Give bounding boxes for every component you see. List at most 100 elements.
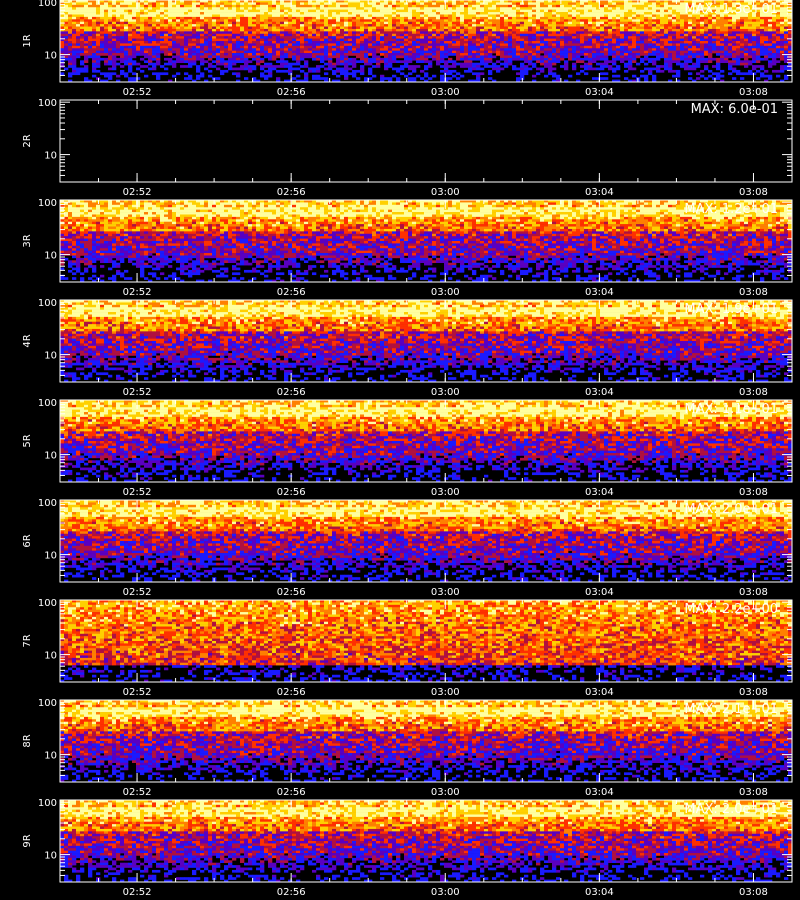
heatmap-cell	[184, 5, 188, 8]
heatmap-cell	[364, 51, 368, 54]
heatmap-cell	[252, 51, 256, 54]
heatmap-cell	[476, 75, 480, 78]
heatmap-cell	[288, 34, 292, 37]
heatmap-cell	[60, 19, 64, 22]
heatmap-cell	[364, 58, 368, 61]
heatmap-cell	[372, 29, 376, 32]
heatmap-cell	[556, 75, 560, 78]
heatmap-cell	[560, 65, 564, 68]
heatmap-cell	[448, 14, 452, 17]
heatmap-cell	[116, 75, 120, 78]
heatmap-cell	[108, 53, 112, 56]
heatmap-cell	[248, 46, 252, 49]
heatmap-cell	[344, 60, 348, 63]
heatmap-cell	[120, 31, 124, 34]
heatmap-cell	[376, 19, 380, 22]
heatmap-cell	[92, 27, 96, 30]
heatmap-cell	[432, 39, 436, 42]
heatmap-cell	[300, 65, 304, 68]
heatmap-cell	[268, 58, 272, 61]
heatmap-cell	[552, 39, 556, 42]
heatmap-cell	[140, 41, 144, 44]
heatmap-cell	[392, 22, 396, 25]
heatmap-cell	[384, 48, 388, 51]
heatmap-cell	[392, 39, 396, 42]
heatmap-cell	[216, 12, 220, 15]
heatmap-cell	[112, 63, 116, 66]
heatmap-cell	[256, 19, 260, 22]
heatmap-cell	[492, 68, 496, 71]
heatmap-cell	[200, 39, 204, 42]
heatmap-cell	[336, 53, 340, 56]
heatmap-cell	[408, 41, 412, 44]
heatmap-cell	[236, 60, 240, 63]
heatmap-cell	[504, 34, 508, 37]
heatmap-cell	[252, 10, 256, 13]
heatmap-cell	[532, 53, 536, 56]
heatmap-cell	[524, 27, 528, 30]
heatmap-cell	[244, 77, 248, 80]
heatmap-cell	[468, 48, 472, 51]
heatmap-cell	[472, 17, 476, 20]
heatmap-cell	[440, 29, 444, 32]
heatmap-cell	[296, 46, 300, 49]
heatmap-cell	[456, 10, 460, 13]
heatmap-cell	[488, 48, 492, 51]
heatmap-cell	[380, 39, 384, 42]
heatmap-cell	[156, 27, 160, 30]
heatmap-cell	[264, 2, 268, 5]
heatmap-cell	[400, 22, 404, 25]
heatmap-cell	[128, 63, 132, 66]
heatmap-cell	[340, 7, 344, 10]
heatmap-cell	[264, 17, 268, 20]
heatmap-cell	[560, 27, 564, 30]
heatmap-cell	[192, 10, 196, 13]
heatmap-cell	[376, 43, 380, 46]
heatmap-cell	[112, 58, 116, 61]
heatmap-cell	[128, 2, 132, 5]
heatmap-cell	[132, 72, 136, 75]
heatmap-cell	[572, 65, 576, 68]
heatmap-cell	[576, 22, 580, 25]
heatmap-cell	[504, 36, 508, 39]
heatmap-cell	[184, 46, 188, 49]
heatmap-cell	[128, 24, 132, 27]
heatmap-cell	[156, 43, 160, 46]
heatmap-cell	[140, 46, 144, 49]
heatmap-cell	[424, 12, 428, 15]
heatmap-cell	[112, 10, 116, 13]
heatmap-cell	[100, 41, 104, 44]
heatmap-cell	[572, 39, 576, 42]
heatmap-cell	[540, 17, 544, 20]
heatmap-cell	[584, 24, 588, 27]
heatmap-cell	[396, 5, 400, 8]
heatmap-cell	[172, 31, 176, 34]
heatmap-cell	[116, 17, 120, 20]
heatmap-cell	[224, 60, 228, 63]
heatmap-cell	[432, 31, 436, 34]
heatmap-cell	[412, 41, 416, 44]
heatmap-cell	[440, 22, 444, 25]
heatmap-cell	[68, 27, 72, 30]
heatmap-cell	[376, 22, 380, 25]
heatmap-cell	[544, 46, 548, 49]
heatmap-cell	[212, 34, 216, 37]
heatmap-cell	[568, 46, 572, 49]
heatmap-cell	[472, 5, 476, 8]
heatmap-cell	[252, 53, 256, 56]
heatmap-cell	[288, 36, 292, 39]
heatmap-cell	[344, 55, 348, 58]
heatmap-cell	[336, 17, 340, 20]
heatmap-cell	[248, 19, 252, 22]
heatmap-cell	[180, 19, 184, 22]
heatmap-cell	[96, 17, 100, 20]
heatmap-cell	[548, 5, 552, 8]
heatmap-cell	[312, 51, 316, 54]
heatmap-cell	[568, 34, 572, 37]
heatmap-cell	[80, 34, 84, 37]
heatmap-cell	[388, 10, 392, 13]
heatmap-cell	[72, 12, 76, 15]
heatmap-cell	[124, 2, 128, 5]
heatmap-cell	[116, 53, 120, 56]
heatmap-cell	[96, 29, 100, 32]
